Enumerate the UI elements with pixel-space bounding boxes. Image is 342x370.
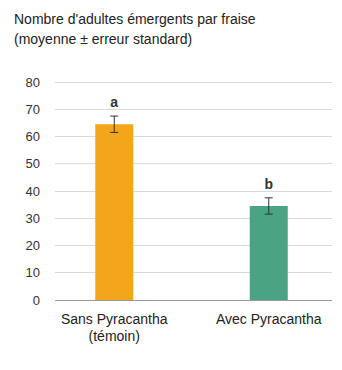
y-tick-label: 80 [26,75,40,90]
y-axis: 0 10 20 30 40 50 60 70 80 [26,75,332,308]
annotation: b [264,176,273,192]
y-tick-label: 30 [26,211,40,226]
labels: a Sans Pyracantha(témoin) b Avec Pyracantha [61,94,322,344]
bars [95,116,288,300]
y-tick-label: 60 [26,129,40,144]
y-tick-label: 50 [26,156,40,171]
annotation: a [110,94,118,110]
y-tick-label: 40 [26,184,40,199]
y-tick-label: 20 [26,238,40,253]
x-tick-label: Sans Pyracantha(témoin) [61,311,168,344]
grid-line [55,109,332,110]
chart-container: Nombre d'adultes émergents par fraise (mo… [0,0,342,370]
error-bar [110,116,118,132]
error-bar [265,198,273,214]
y-tick-label: 10 [26,265,40,280]
bar [95,124,133,300]
chart: Nombre d'adultes émergents par fraise (mo… [0,0,342,370]
bar [250,206,288,300]
title: Nombre d'adultes émergents par fraise [14,11,256,27]
y-tick-label: 70 [26,102,40,117]
y-tick-label: 0 [33,293,40,308]
subtitle: (moyenne ± erreur standard) [14,31,192,47]
x-tick-label: Avec Pyracantha [216,311,322,327]
grid-line [55,82,332,83]
